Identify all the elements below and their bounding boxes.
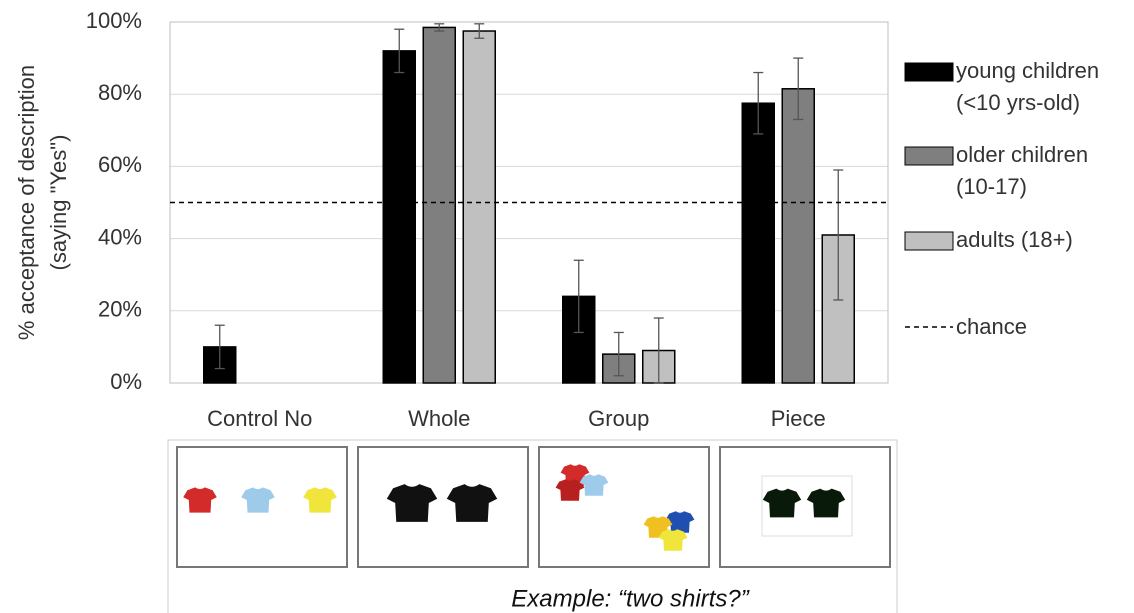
legend-swatch (905, 232, 953, 250)
bar (742, 103, 774, 383)
bar (423, 27, 455, 383)
y-tick-label: 40% (98, 224, 142, 249)
legend-label: young children (<10 yrs-old) (956, 55, 1131, 119)
y-tick-label: 20% (98, 297, 142, 322)
bar (782, 89, 814, 383)
example-panel: Example: “two shirts?” (168, 440, 897, 613)
figure: Example: “two shirts?” 0% 20% 40% 60% 80% 100… (0, 0, 1134, 613)
y-tick-label: 60% (98, 152, 142, 177)
y-axis-title: (saying "Yes") (46, 135, 71, 271)
caption: Example: “two shirts?” (511, 585, 749, 612)
legend-swatch (905, 147, 953, 165)
bar (463, 31, 495, 383)
y-tick-label: 0% (110, 369, 142, 394)
legend-label: chance (956, 311, 1131, 343)
y-tick-label: 100% (86, 8, 142, 33)
legend-label: older children (10-17) (956, 139, 1131, 203)
bar (383, 51, 415, 383)
plot-border (170, 22, 888, 383)
x-tick-label: Whole (408, 406, 470, 431)
legend-label: adults (18+) (956, 224, 1131, 256)
x-tick-label: Piece (771, 406, 826, 431)
y-tick-label: 80% (98, 80, 142, 105)
x-tick-label: Group (588, 406, 649, 431)
x-tick-label: Control No (207, 406, 312, 431)
y-axis-title: % acceptance of description (14, 65, 39, 340)
legend-swatch (905, 63, 953, 81)
